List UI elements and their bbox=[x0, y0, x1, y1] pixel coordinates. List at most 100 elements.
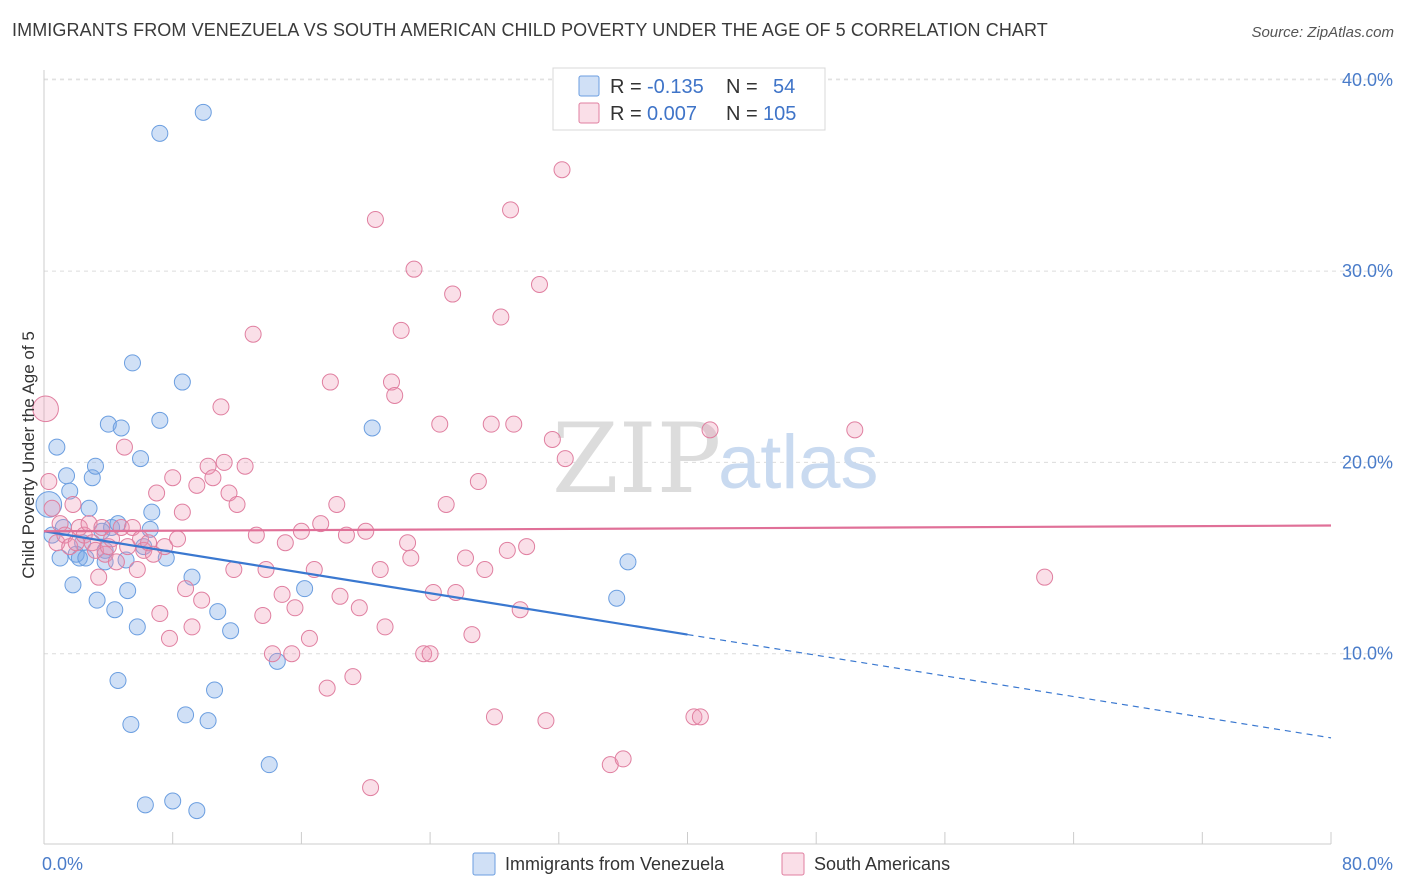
point-venezuela bbox=[88, 591, 106, 609]
x-tick-labels: 0.0% 80.0% bbox=[42, 854, 1393, 874]
point-south-americans bbox=[701, 421, 719, 439]
point-venezuela bbox=[48, 438, 66, 456]
legend-r-value-2: 0.007 bbox=[647, 103, 697, 125]
point-venezuela bbox=[188, 802, 206, 820]
stats-legend: R = -0.135 N = 54 R = 0.007 N = 105 bbox=[552, 67, 826, 131]
point-venezuela bbox=[109, 671, 127, 689]
source-label: Source: ZipAtlas.com bbox=[1251, 24, 1394, 41]
point-venezuela bbox=[194, 103, 212, 121]
point-south-americans bbox=[502, 201, 520, 219]
stats-legend-box bbox=[552, 67, 826, 131]
point-south-americans bbox=[537, 712, 555, 730]
point-venezuela bbox=[173, 373, 191, 391]
point-south-americans bbox=[1036, 568, 1054, 586]
point-south-americans bbox=[691, 708, 709, 726]
y-tick-label: 40.0% bbox=[1342, 70, 1393, 90]
x-tick-label-min: 0.0% bbox=[42, 854, 83, 874]
point-south-americans bbox=[382, 373, 400, 391]
point-venezuela bbox=[206, 681, 224, 699]
point-south-americans bbox=[344, 668, 362, 686]
legend-n-value-1: 54 bbox=[773, 76, 795, 98]
watermark-atlas: atlas bbox=[718, 420, 879, 505]
point-south-americans bbox=[107, 553, 125, 571]
point-venezuela bbox=[64, 576, 82, 594]
point-south-americans bbox=[476, 561, 494, 579]
point-south-americans bbox=[228, 495, 246, 513]
point-south-americans bbox=[283, 645, 301, 663]
trend-line-venezuela bbox=[43, 530, 688, 636]
point-venezuela bbox=[222, 622, 240, 640]
point-south-americans bbox=[469, 473, 487, 491]
point-south-americans bbox=[318, 679, 336, 697]
legend-n-label-2: N = bbox=[726, 103, 758, 125]
point-south-americans bbox=[437, 495, 455, 513]
point-south-americans bbox=[300, 629, 318, 647]
bottom-legend-swatch-pink bbox=[781, 852, 805, 876]
point-south-americans bbox=[204, 469, 222, 487]
point-south-americans bbox=[169, 530, 187, 548]
point-south-americans bbox=[530, 275, 548, 293]
series-legend: Immigrants from Venezuela South American… bbox=[472, 852, 950, 876]
point-south-americans bbox=[614, 750, 632, 768]
point-south-americans bbox=[337, 526, 355, 544]
bottom-legend-venezuela: Immigrants from Venezuela bbox=[505, 854, 725, 874]
point-south-americans bbox=[321, 373, 339, 391]
point-south-americans bbox=[371, 561, 389, 579]
point-south-americans bbox=[685, 708, 703, 726]
point-venezuela bbox=[619, 553, 637, 571]
trend-line-south-americans bbox=[43, 524, 1332, 533]
point-south-americans bbox=[350, 599, 368, 617]
point-venezuela bbox=[61, 482, 79, 500]
point-venezuela bbox=[296, 580, 314, 598]
point-south-americans bbox=[177, 580, 195, 598]
legend-swatch-pink bbox=[578, 102, 600, 124]
point-venezuela bbox=[122, 715, 140, 733]
point-south-americans bbox=[276, 534, 294, 552]
point-south-americans bbox=[40, 473, 58, 491]
point-south-americans bbox=[286, 599, 304, 617]
point-south-americans bbox=[846, 421, 864, 439]
point-south-americans bbox=[421, 645, 439, 663]
point-south-americans bbox=[415, 645, 433, 663]
point-venezuela bbox=[106, 601, 124, 619]
point-south-americans bbox=[273, 585, 291, 603]
point-south-americans bbox=[405, 260, 423, 278]
point-south-americans bbox=[215, 453, 233, 471]
point-south-americans bbox=[173, 503, 191, 521]
point-south-americans bbox=[482, 415, 500, 433]
point-south-americans bbox=[212, 398, 230, 416]
point-south-americans bbox=[431, 415, 449, 433]
point-south-americans bbox=[362, 779, 380, 797]
trend-lines bbox=[43, 524, 1332, 739]
legend-n-label-1: N = bbox=[726, 76, 758, 98]
point-south-americans bbox=[244, 325, 262, 343]
point-south-americans bbox=[193, 591, 211, 609]
y-tick-labels: 10.0% 20.0% 30.0% 40.0% bbox=[1342, 70, 1393, 664]
point-south-americans bbox=[151, 605, 169, 623]
axes bbox=[43, 70, 1332, 845]
point-south-americans bbox=[148, 484, 166, 502]
point-south-americans bbox=[399, 534, 417, 552]
point-venezuela bbox=[151, 124, 169, 142]
point-venezuela bbox=[151, 411, 169, 429]
point-south-americans bbox=[331, 587, 349, 605]
point-south-americans bbox=[220, 484, 238, 502]
point-venezuela bbox=[123, 354, 141, 372]
point-venezuela bbox=[260, 756, 278, 774]
point-south-americans bbox=[392, 321, 410, 339]
point-south-americans bbox=[128, 561, 146, 579]
point-south-americans bbox=[556, 450, 574, 468]
point-south-americans bbox=[32, 395, 59, 423]
point-south-americans bbox=[444, 285, 462, 303]
point-south-americans bbox=[292, 522, 310, 540]
gridlines bbox=[44, 78, 1393, 655]
point-south-americans bbox=[225, 561, 243, 579]
point-venezuela bbox=[112, 419, 130, 437]
point-south-americans bbox=[115, 438, 133, 456]
point-venezuela bbox=[136, 796, 154, 814]
point-venezuela bbox=[58, 467, 76, 485]
point-venezuela bbox=[143, 503, 161, 521]
chart-title: IMMIGRANTS FROM VENEZUELA VS SOUTH AMERI… bbox=[12, 20, 1048, 40]
point-venezuela bbox=[35, 491, 63, 518]
